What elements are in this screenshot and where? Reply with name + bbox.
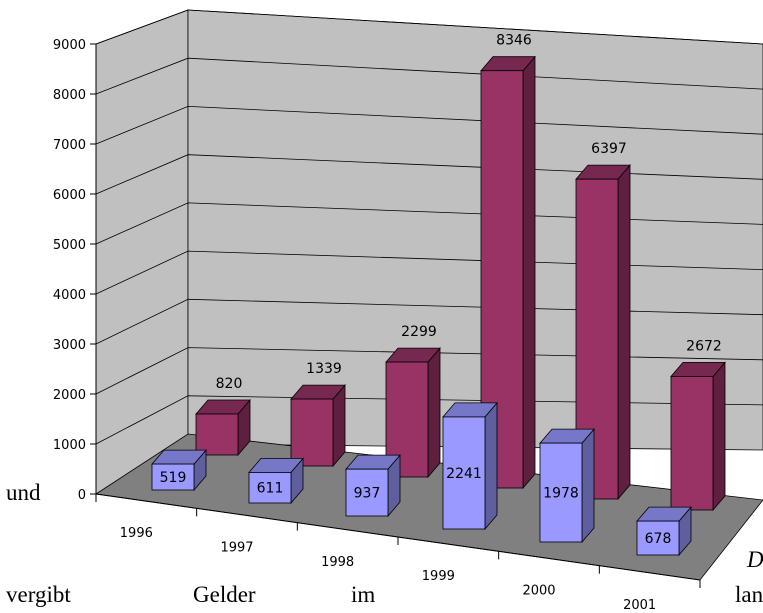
y-tick-label: 1000 bbox=[53, 438, 86, 453]
data-labels: 820 1339 2299 8346 6397 2672 519 611 937 2241 1978… bbox=[160, 33, 722, 547]
bar bbox=[151, 449, 207, 492]
x-tick-label: 1996 bbox=[120, 526, 153, 541]
bar-front bbox=[195, 413, 239, 456]
gridline bbox=[95, 395, 763, 445]
bar-side bbox=[522, 55, 536, 490]
gridline bbox=[95, 105, 763, 145]
data-label: 2241 bbox=[446, 466, 482, 482]
bar-side bbox=[712, 361, 726, 512]
background-text-d: D bbox=[747, 547, 763, 572]
bar bbox=[636, 506, 692, 557]
bar-side bbox=[581, 428, 595, 544]
background-text-vergibt: vergibt bbox=[6, 582, 71, 607]
bar-front bbox=[539, 442, 583, 543]
axes: 0 1000 2000 3000 4000 5000 6000 7000 8000 9000 199… bbox=[53, 38, 701, 613]
y-tick-label: 8000 bbox=[53, 88, 86, 103]
y-tick-label: 5000 bbox=[53, 238, 86, 253]
bar bbox=[442, 401, 498, 531]
data-label: 2299 bbox=[401, 324, 437, 340]
bars bbox=[151, 55, 726, 557]
bar-side bbox=[484, 401, 498, 531]
y-tick-label: 2000 bbox=[53, 388, 86, 403]
data-label: 1978 bbox=[543, 486, 579, 502]
bar-front bbox=[442, 416, 486, 530]
gridline bbox=[95, 250, 763, 295]
background-text-und: und bbox=[6, 480, 41, 505]
y-tick-label: 6000 bbox=[53, 188, 86, 203]
y-tick-label: 7000 bbox=[53, 138, 86, 153]
background-text-gelder: Gelder bbox=[193, 582, 256, 607]
x-tick-label: 1997 bbox=[220, 541, 253, 556]
bar-front bbox=[248, 472, 292, 504]
x-tick-label: 1999 bbox=[422, 569, 455, 584]
gridline bbox=[95, 298, 763, 345]
data-label: 611 bbox=[257, 481, 284, 497]
gridline bbox=[95, 57, 763, 95]
bar bbox=[385, 347, 441, 479]
y-tick-label: 4000 bbox=[53, 288, 86, 303]
bar bbox=[195, 398, 251, 457]
x-tick-label: 1998 bbox=[321, 555, 354, 570]
x-tick-label: 2001 bbox=[623, 598, 656, 613]
bar-side bbox=[427, 347, 441, 479]
y-tick-label: 9000 bbox=[53, 38, 86, 53]
gridline bbox=[95, 9, 763, 45]
gridline bbox=[95, 154, 763, 195]
data-label: 678 bbox=[645, 531, 672, 547]
side-wall bbox=[95, 9, 189, 495]
background-text-im: im bbox=[351, 582, 376, 607]
bar-side bbox=[617, 164, 631, 501]
bar-front bbox=[670, 375, 714, 511]
bar bbox=[290, 384, 346, 468]
bar-front bbox=[636, 520, 680, 556]
data-label: 820 bbox=[216, 376, 243, 392]
bar bbox=[248, 457, 304, 505]
bar-front bbox=[151, 463, 195, 491]
bar bbox=[539, 428, 595, 544]
y-tick-label: 3000 bbox=[53, 338, 86, 353]
data-label: 519 bbox=[160, 470, 187, 486]
data-label: 6397 bbox=[591, 141, 627, 157]
data-label: 8346 bbox=[496, 33, 532, 49]
gridline bbox=[95, 202, 763, 245]
bar-front bbox=[345, 468, 389, 517]
data-label: 1339 bbox=[306, 361, 342, 377]
bar-front bbox=[290, 398, 334, 467]
y-tick-label: 0 bbox=[78, 488, 86, 503]
x-tick-label: 2000 bbox=[522, 584, 555, 599]
bar bbox=[345, 454, 401, 518]
bar bbox=[670, 361, 726, 512]
gridlines bbox=[95, 9, 763, 445]
data-label: 2672 bbox=[686, 338, 722, 354]
data-label: 937 bbox=[354, 486, 381, 502]
background-text-lan: lan bbox=[735, 582, 763, 607]
gridline bbox=[95, 347, 763, 395]
